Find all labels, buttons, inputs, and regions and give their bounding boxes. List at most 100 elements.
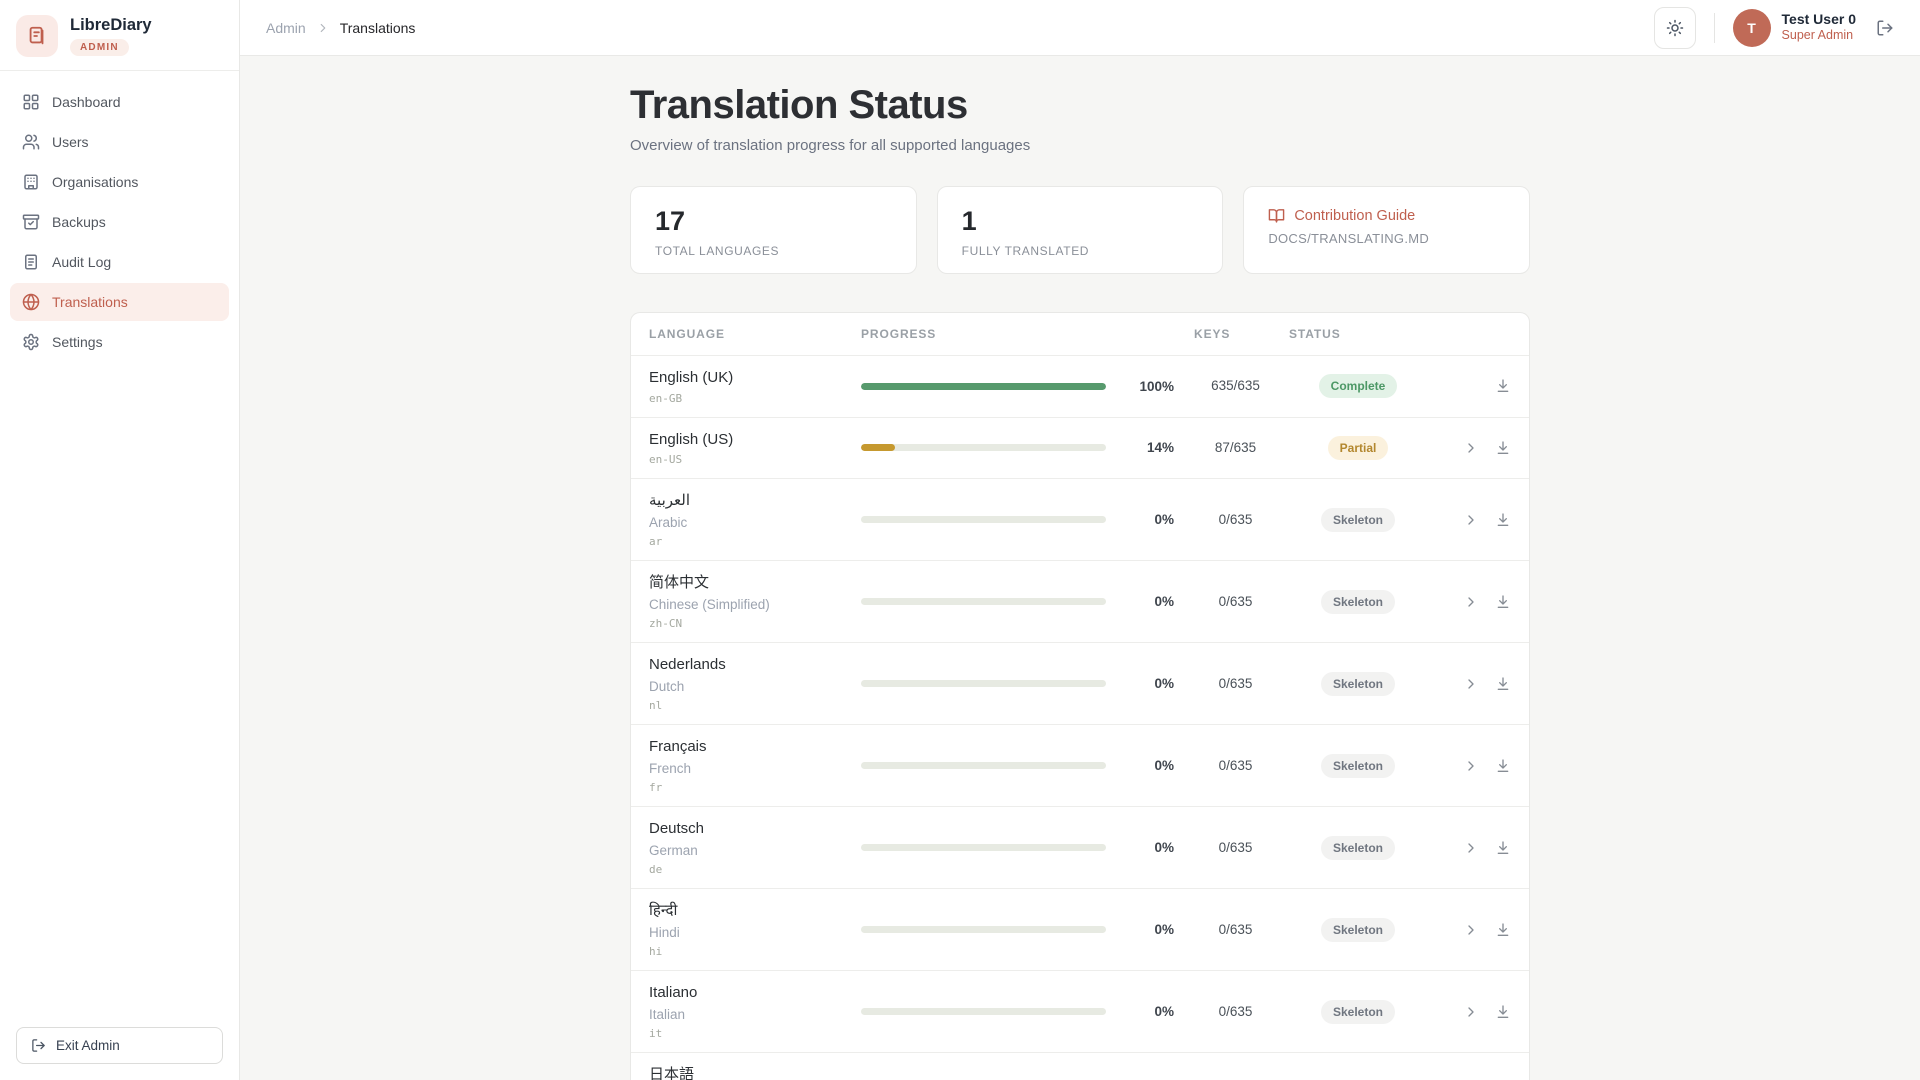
admin-badge: ADMIN <box>70 38 129 56</box>
stat-value: 1 <box>961 206 977 236</box>
chevron-right-icon <box>1463 1004 1479 1020</box>
progress-bar-track <box>861 762 1106 770</box>
sidebar-item-users[interactable]: Users <box>10 123 229 161</box>
download-button[interactable] <box>1495 922 1511 938</box>
progress-bar-track <box>861 382 1106 390</box>
table-row: English (UK) en-GB 100% 635/635 Complete <box>631 355 1529 417</box>
expand-row-button[interactable] <box>1463 594 1479 610</box>
table-row: हिन्दी Hindi hi 0% 0/635 Skeleton <box>631 888 1529 970</box>
progress-percent: 14% <box>1146 440 1174 456</box>
stats-row: 17 TOTAL LANGUAGES 1 FULLY TRANSLATED <box>630 186 1530 274</box>
download-button[interactable] <box>1495 378 1511 394</box>
language-code: nl <box>649 699 663 713</box>
chevron-right-icon <box>1463 840 1479 856</box>
actions-cell <box>1433 378 1511 394</box>
progress-bar-track <box>861 844 1106 852</box>
contribution-guide-label: Contribution Guide <box>1294 207 1416 224</box>
sidebar-item-settings[interactable]: Settings <box>10 323 229 361</box>
expand-row-button[interactable] <box>1463 676 1479 692</box>
language-cell: Italiano Italian it <box>649 983 861 1040</box>
sidebar-item-organisations[interactable]: Organisations <box>10 163 229 201</box>
expand-row-button[interactable] <box>1463 922 1479 938</box>
expand-row-button[interactable] <box>1463 758 1479 774</box>
language-cell: English (US) en-US <box>649 430 861 467</box>
sidebar-item-backups[interactable]: Backups <box>10 203 229 241</box>
language-cell: English (UK) en-GB <box>649 368 861 405</box>
download-button[interactable] <box>1495 758 1511 774</box>
sidebar-item-audit-log[interactable]: Audit Log <box>10 243 229 281</box>
table-row: 简体中文 Chinese (Simplified) zh-CN 0% 0/635… <box>631 560 1529 642</box>
journal-icon <box>16 15 58 57</box>
user-role: Super Admin <box>1781 28 1854 43</box>
language-native-name: English (UK) <box>649 369 734 386</box>
page-title: Translation Status <box>630 83 968 127</box>
progress-percent: 0% <box>1154 758 1174 774</box>
status-cell: Skeleton <box>1283 835 1433 860</box>
progress-cell: 100% <box>861 379 1188 394</box>
keys-count: 635/635 <box>1211 378 1260 394</box>
language-native-name: हिन्दी <box>649 902 678 920</box>
avatar[interactable]: T <box>1732 8 1771 47</box>
language-cell: Français French fr <box>649 737 861 794</box>
exit-admin-button[interactable]: Exit Admin <box>16 1027 223 1064</box>
progress-bar-track <box>861 680 1106 688</box>
page-container: Translation Status Overview of translati… <box>630 56 1530 1080</box>
breadcrumb-current: Translations <box>339 19 416 36</box>
status-badge: Skeleton <box>1320 753 1395 778</box>
expand-row-button[interactable] <box>1463 1004 1479 1020</box>
language-english-name: Arabic <box>649 514 688 530</box>
keys-count: 0/635 <box>1218 675 1253 691</box>
users-icon <box>22 133 40 151</box>
exit-admin-wrap: Exit Admin <box>0 1011 239 1080</box>
download-button[interactable] <box>1495 676 1511 692</box>
chevron-right-icon <box>1463 676 1479 692</box>
keys-cell: 0/635 <box>1188 593 1283 611</box>
stat-total-languages: 17 TOTAL LANGUAGES <box>630 186 917 274</box>
stat-fully-translated: 1 FULLY TRANSLATED <box>936 186 1224 274</box>
organisations-icon <box>22 173 40 191</box>
language-english-name: Hindi <box>649 924 680 940</box>
table-row: Italiano Italian it 0% 0/635 Skeleton <box>631 970 1529 1052</box>
download-button[interactable] <box>1495 512 1511 528</box>
logout-button[interactable] <box>1876 19 1894 37</box>
sidebar-item-translations[interactable]: Translations <box>10 283 229 321</box>
content-column: Admin Translations T Test User 0 <box>240 0 1920 1080</box>
language-native-name: Français <box>649 738 707 756</box>
actions-cell <box>1433 840 1511 856</box>
book-icon <box>1268 207 1285 224</box>
status-badge: Skeleton <box>1320 507 1395 532</box>
theme-toggle-button[interactable] <box>1653 6 1696 49</box>
language-native-name: English (US) <box>649 430 734 448</box>
sidebar-item-dashboard[interactable]: Dashboard <box>10 83 229 121</box>
table-row: Deutsch German de 0% 0/635 Skeleton <box>631 806 1529 888</box>
sidebar-item-label: Dashboard <box>52 94 121 110</box>
status-cell: Skeleton <box>1283 917 1433 942</box>
progress-percent: 0% <box>1154 676 1174 692</box>
download-button[interactable] <box>1495 840 1511 856</box>
language-native-name: العربية <box>649 492 690 509</box>
language-code: en-GB <box>649 391 683 405</box>
progress-bar-track <box>861 444 1106 452</box>
language-native-name: Nederlands <box>649 656 726 674</box>
contribution-guide-link[interactable]: Contribution Guide <box>1268 207 1505 224</box>
language-code: hi <box>649 945 663 959</box>
stat-label: TOTAL LANGUAGES <box>655 243 780 258</box>
expand-row-button[interactable] <box>1463 440 1479 456</box>
progress-bar-track <box>861 598 1106 606</box>
chevron-right-icon <box>1463 440 1479 456</box>
expand-row-button[interactable] <box>1463 512 1479 528</box>
keys-count: 0/635 <box>1218 1003 1253 1019</box>
column-language: LANGUAGE <box>649 327 725 341</box>
download-icon <box>1495 378 1511 394</box>
breadcrumb-admin[interactable]: Admin <box>266 19 306 36</box>
status-badge: Skeleton <box>1320 671 1395 696</box>
download-icon <box>1495 758 1511 774</box>
progress-bar-track <box>861 926 1106 934</box>
download-button[interactable] <box>1495 594 1511 610</box>
language-cell: Deutsch German de <box>649 819 861 876</box>
download-button[interactable] <box>1495 440 1511 456</box>
sidebar: LibreDiary ADMIN Dashboard Users Organis… <box>0 0 240 1080</box>
expand-row-button[interactable] <box>1463 840 1479 856</box>
download-button[interactable] <box>1495 1004 1511 1020</box>
contribution-guide-card: Contribution Guide DOCS/TRANSLATING.MD <box>1243 186 1530 274</box>
